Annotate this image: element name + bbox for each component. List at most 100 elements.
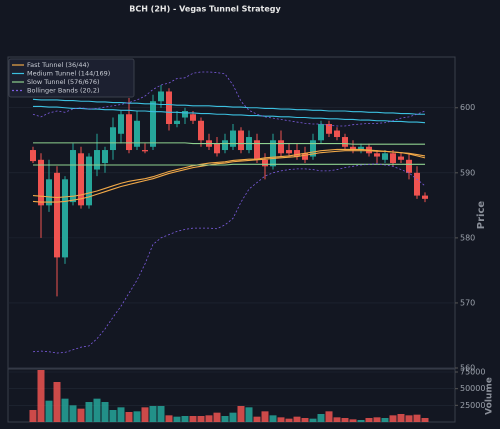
volume-bar (173, 416, 181, 422)
volume-bar (149, 406, 157, 422)
volume-bar (405, 415, 413, 422)
volume-bar (197, 416, 205, 422)
candle-body (30, 150, 36, 162)
overlay-line (32, 98, 425, 115)
overlay-line (32, 163, 426, 354)
volume-bar (373, 417, 381, 422)
candle-body (86, 156, 92, 206)
volume-tick-label: 75000 (460, 368, 485, 377)
candle-body (406, 159, 412, 173)
candle-body (54, 172, 60, 258)
candle-body (198, 120, 204, 141)
volume-bar (61, 398, 69, 422)
candle-body (158, 91, 164, 102)
legend-label: Slow Tunnel (576/676) (27, 78, 100, 86)
candle-body (190, 114, 196, 121)
candle-body (262, 159, 268, 167)
volume-bar (101, 402, 109, 422)
volume-bar (85, 402, 93, 422)
candle-body (270, 140, 276, 167)
candle-body (254, 140, 260, 160)
volume-bar (365, 418, 373, 422)
volume-bar (301, 418, 309, 422)
volume-bar (333, 417, 341, 422)
volume-bar (189, 416, 197, 422)
volume-bar (69, 405, 77, 422)
y-tick-label: 560 (460, 364, 475, 373)
candle-body (182, 111, 188, 118)
candle-body (286, 150, 292, 154)
volume-bar (389, 415, 397, 422)
candle-body (62, 179, 68, 258)
candle-body (374, 153, 380, 157)
volume-tick-label: 50000 (460, 384, 485, 393)
y-tick-label: 600 (460, 103, 475, 112)
volume-bar (133, 411, 141, 422)
candle-body (390, 153, 396, 164)
candle-body (382, 153, 388, 160)
legend-label: Bollinger Bands (20,2) (27, 87, 100, 95)
candle-body (230, 130, 236, 147)
volume-bar (325, 411, 333, 422)
candle-body (142, 150, 148, 152)
overlay-line (32, 148, 426, 199)
candle-body (78, 153, 84, 206)
candle-body (118, 114, 124, 134)
volume-bar (381, 418, 389, 422)
candle-body (422, 195, 428, 199)
volume-bar (109, 410, 117, 422)
candle-body (126, 114, 132, 151)
volume-bar (157, 406, 165, 422)
volume-bar (53, 382, 61, 422)
volume-bar (349, 419, 357, 422)
overlay-line (32, 71, 426, 127)
volume-bar (93, 398, 101, 422)
volume-bar (397, 414, 405, 422)
candle-body (214, 143, 220, 154)
volume-bar (77, 408, 85, 422)
volume-bar (413, 414, 421, 422)
volume-bar (45, 400, 53, 422)
volume-bar (261, 411, 269, 422)
chart-title: BCH (2H) - Vegas Tunnel Strategy (129, 5, 281, 14)
overlay-line (33, 163, 425, 166)
legend-label: Fast Tunnel (36/44) (27, 61, 89, 69)
candle-body (166, 91, 172, 125)
candle-body (134, 120, 140, 147)
candle-body (358, 146, 364, 151)
candle-body (278, 140, 284, 154)
candle-body (414, 172, 420, 196)
y-tick-label: 570 (460, 298, 475, 307)
candle-body (398, 156, 404, 160)
volume-bar (269, 415, 277, 422)
candle-body (334, 130, 340, 138)
volume-bar (29, 410, 37, 422)
overlay-line (32, 150, 426, 203)
volume-bar (237, 406, 245, 422)
overlay-line (33, 142, 425, 145)
volume-bar (293, 416, 301, 422)
candle-body (350, 146, 356, 151)
candle-body (174, 120, 180, 125)
volume-bar (253, 416, 261, 422)
candle-body (294, 150, 300, 157)
volume-tick-label: 25000 (460, 401, 485, 410)
candle-body (46, 179, 52, 206)
volume-bar (205, 415, 213, 422)
volume-bar (229, 412, 237, 422)
candle-body (110, 127, 116, 151)
volume-bar (221, 416, 229, 422)
volume-bar (245, 407, 253, 422)
volume-bar (317, 414, 325, 422)
candle-body (310, 140, 316, 157)
volume-bar (125, 412, 133, 422)
candle-body (326, 124, 332, 134)
legend: Fast Tunnel (36/44)Medium Tunnel (144/16… (8, 58, 135, 98)
volume-bar (357, 420, 365, 422)
volume-bar (213, 412, 221, 422)
candle-body (102, 150, 108, 164)
volume-bar (341, 418, 349, 422)
volume-bar (181, 416, 189, 422)
candle-body (150, 101, 156, 147)
candle-body (238, 130, 244, 151)
